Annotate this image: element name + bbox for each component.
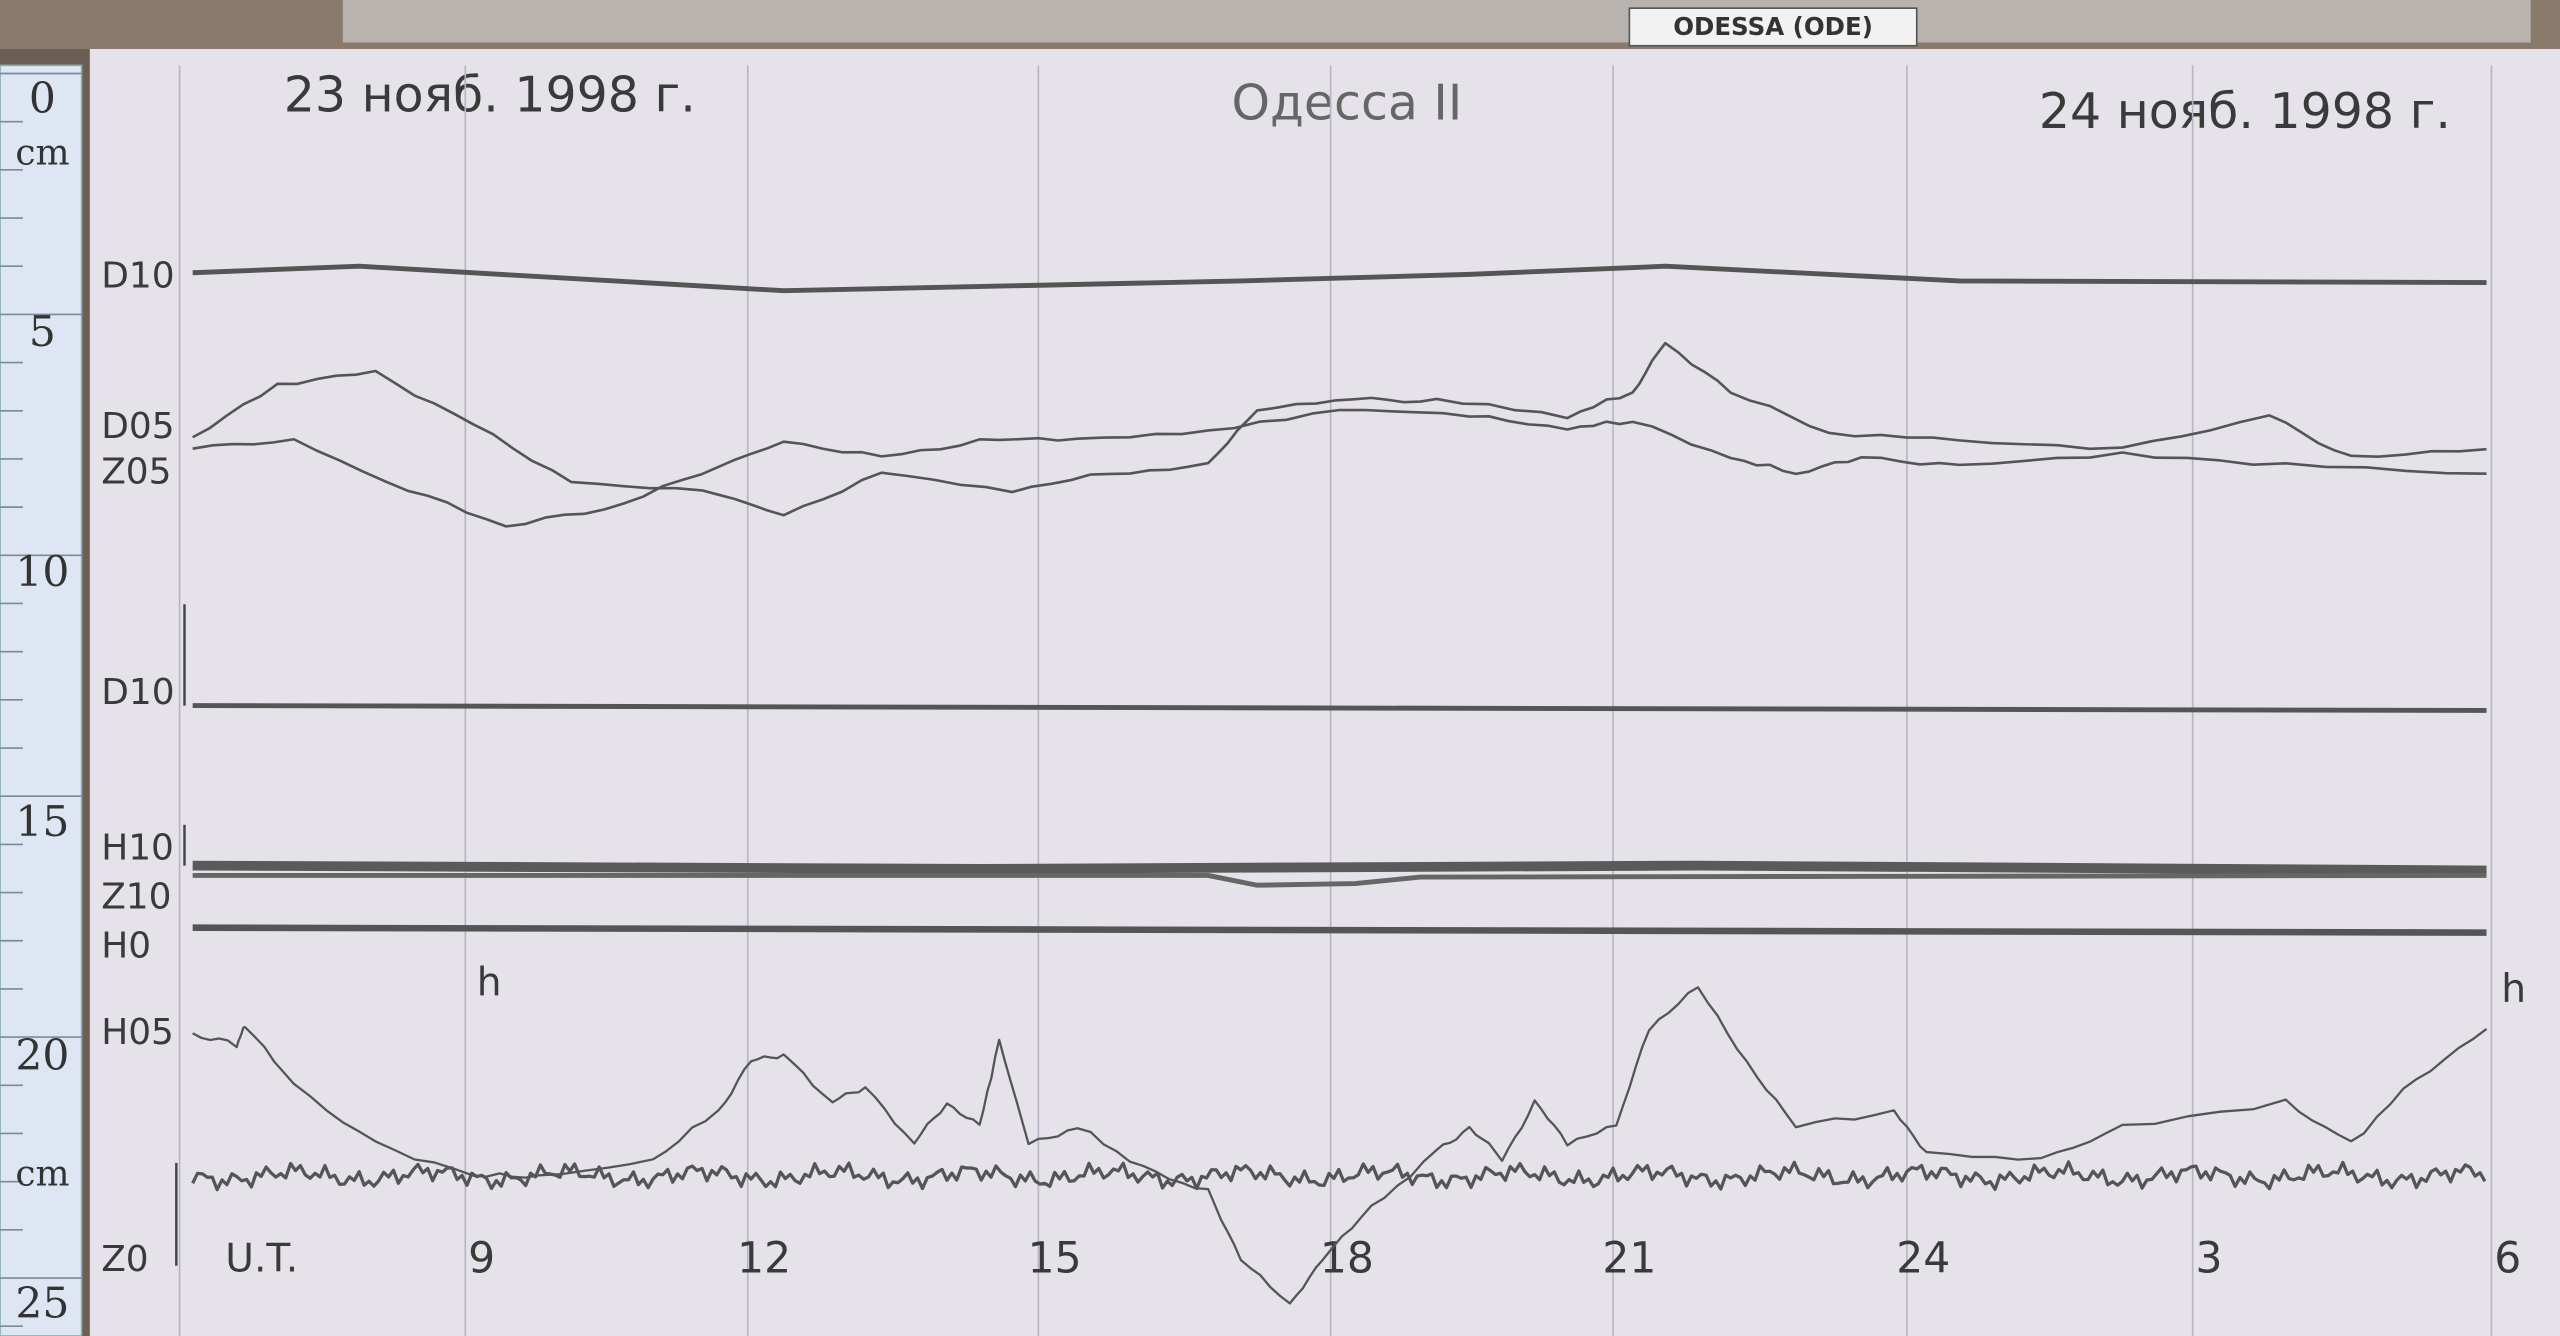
- ruler-label: 15: [15, 798, 69, 847]
- hour-label: 21: [1602, 1234, 1656, 1283]
- hour-label: 12: [737, 1234, 791, 1283]
- date-right: 24 нояб. 1998 г.: [2039, 83, 2451, 140]
- trace-label: Z05: [101, 452, 171, 493]
- hour-label: 9: [468, 1234, 495, 1283]
- ruler-label: 20: [15, 1031, 69, 1080]
- ruler-label: cm: [15, 1153, 69, 1194]
- trace-h10: [192, 860, 2487, 876]
- hour-label: 6: [2494, 1234, 2521, 1283]
- trace-label: H0: [101, 925, 151, 966]
- trace-label: D10: [101, 256, 174, 297]
- trace-z05: [192, 408, 2487, 528]
- time-axis-label: U.T.: [225, 1236, 298, 1281]
- hour-mark: h: [477, 960, 502, 1005]
- station-tag: [1628, 7, 1918, 47]
- hour-label: 3: [2195, 1234, 2222, 1283]
- paper: [89, 48, 2560, 1336]
- trace-h05: [192, 986, 2488, 1305]
- ruler-label: 25: [15, 1280, 69, 1329]
- station-label: ODESSA (ODE): [1673, 12, 1873, 41]
- ruler-label: 10: [15, 548, 69, 597]
- trace-h0: [192, 924, 2487, 936]
- trace-label: Z0: [101, 1239, 148, 1280]
- ruler-label: 0: [29, 74, 56, 123]
- trace-label: D10: [101, 672, 174, 713]
- hour-label: 18: [1320, 1234, 1374, 1283]
- title: Одесса II: [1232, 75, 1463, 132]
- trace-label: Z10: [101, 876, 171, 917]
- hour-label: 24: [1896, 1234, 1950, 1283]
- hour-mark: h: [2501, 967, 2526, 1012]
- date-left: 23 нояб. 1998 г.: [284, 66, 696, 123]
- ruler-label: 5: [29, 308, 56, 357]
- hour-label: 15: [1028, 1234, 1082, 1283]
- trace-label: D05: [101, 406, 174, 447]
- trace-d10: [192, 263, 2487, 294]
- trace-z0: [191, 1160, 2487, 1192]
- trace-label: H10: [101, 827, 174, 868]
- frame: [342, 0, 2531, 43]
- ruler-label: cm: [15, 133, 69, 174]
- trace-d10-b: [192, 703, 2487, 713]
- trace-z10: [192, 872, 2487, 888]
- trace-d05: [192, 341, 2487, 517]
- trace-label: H05: [101, 1012, 174, 1053]
